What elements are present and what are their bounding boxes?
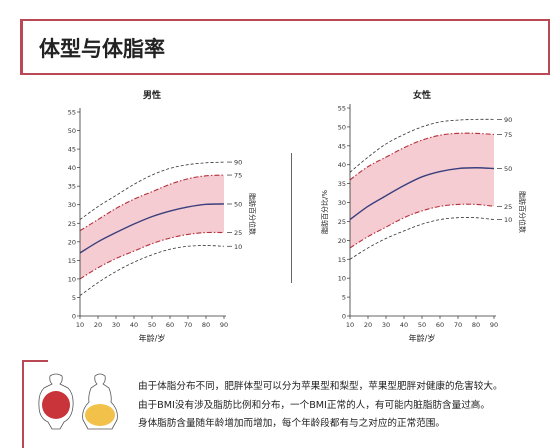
y-tick-label: 30 (68, 201, 76, 209)
series-line-p75 (79, 174, 225, 232)
y-tick-label: 50 (68, 127, 76, 135)
percentile-tick-label: 25 (234, 229, 242, 237)
x-tick-label: 50 (148, 321, 156, 329)
series-line-p75 (349, 132, 495, 181)
y-tick-label: 50 (338, 123, 346, 131)
x-tick-label: 60 (436, 321, 444, 329)
chart-title: 女性 (413, 89, 431, 101)
percentile-tick-label: 75 (504, 131, 512, 139)
y-tick-label: 15 (338, 256, 346, 264)
percentile-band (80, 175, 224, 279)
apple-body-icon (38, 373, 74, 430)
x-tick-label: 40 (400, 321, 408, 329)
header-box: 体型与体脂率 (20, 19, 550, 75)
x-tick-label: 40 (130, 321, 138, 329)
percentile-tick-label: 50 (504, 165, 512, 173)
chart-title: 男性 (143, 89, 161, 101)
y-tick-label: 40 (68, 164, 76, 172)
x-tick-label: 10 (76, 321, 84, 329)
y-tick-label: 25 (68, 220, 76, 228)
percentile-tick-label: 10 (234, 243, 242, 251)
y-tick-label: 10 (68, 275, 76, 283)
series-line-p90 (349, 118, 495, 173)
y-tick-label: 0 (342, 313, 346, 321)
notes: 由于体脂分布不同，肥胖体型可以分为苹果型和梨型，苹果型肥胖对健康的危害较大。 由… (138, 378, 552, 434)
note-line: 由于体脂分布不同，肥胖体型可以分为苹果型和梨型，苹果型肥胖对健康的危害较大。 (138, 381, 503, 392)
y-tick-label: 0 (72, 313, 76, 321)
percentile-tick-label: 75 (234, 172, 242, 180)
y-tick-label: 5 (342, 294, 346, 302)
x-tick-label: 50 (418, 321, 426, 329)
right-axis-label: 脂肪百分位数 (248, 193, 257, 235)
y-tick-label: 15 (68, 257, 76, 265)
x-tick-label: 80 (472, 321, 480, 329)
right-axis-label: 脂肪百分位数 (518, 191, 527, 233)
y-tick-label: 35 (68, 183, 76, 191)
series-line-p25 (349, 203, 495, 249)
percentile-band (350, 133, 494, 248)
y-tick-label: 55 (338, 105, 346, 113)
y-tick-label: 20 (68, 238, 76, 246)
chart-divider (291, 153, 292, 283)
x-tick-label: 90 (490, 321, 498, 329)
x-tick-label: 30 (382, 321, 390, 329)
notes-bracket (22, 360, 48, 448)
series-line-p10 (349, 217, 495, 260)
series-line-p10 (79, 245, 225, 296)
percentile-tick-label: 50 (234, 200, 242, 208)
y-tick-label: 25 (338, 218, 346, 226)
x-tick-label: 30 (112, 321, 120, 329)
x-tick-label: 20 (94, 321, 102, 329)
x-tick-label: 80 (202, 321, 210, 329)
note-line: 身体脂肪含量随年龄增加而增加，每个年龄段都有与之对应的正常范围。 (138, 418, 445, 429)
x-axis-label: 年龄/岁 (139, 333, 166, 343)
y-tick-label: 5 (72, 294, 76, 302)
y-tick-label: 40 (338, 161, 346, 169)
series-line-p50 (79, 203, 225, 254)
x-tick-label: 70 (454, 321, 462, 329)
percentile-tick-label: 10 (504, 216, 512, 224)
page-title: 体型与体脂率 (39, 37, 165, 61)
x-tick-label: 90 (220, 321, 228, 329)
y-tick-label: 10 (338, 275, 346, 283)
y-tick-label: 45 (338, 142, 346, 150)
x-axis-label: 年龄/岁 (409, 333, 436, 343)
series-line-p50 (349, 167, 495, 221)
y-axis-label: 脂肪百分比/% (320, 190, 329, 234)
chart-male: 男性 0 5 10 15 20 25 30 35 40 45 50 55 10 20 30 40 50 60 70 80… (68, 89, 257, 343)
y-tick-label: 35 (338, 180, 346, 188)
pear-body-icon (82, 373, 118, 430)
x-tick-label: 70 (184, 321, 192, 329)
y-tick-label: 55 (68, 109, 76, 117)
x-tick-label: 20 (364, 321, 372, 329)
percentile-tick-label: 90 (504, 116, 512, 124)
percentile-tick-label: 90 (234, 159, 242, 167)
chart-female: 女性 0 5 10 15 20 25 30 35 40 45 50 55 10 20 30 40 50 60 70 80… (320, 89, 527, 343)
x-tick-label: 10 (346, 321, 354, 329)
y-tick-label: 20 (338, 237, 346, 245)
y-tick-label: 30 (338, 199, 346, 207)
y-tick-label: 45 (68, 146, 76, 154)
note-line: 由于BMI没有涉及脂肪比例和分布，一个BMI正常的人，有可能内脏脂肪含量过高。 (138, 399, 490, 411)
x-tick-label: 60 (166, 321, 174, 329)
series-line-p25 (79, 231, 225, 280)
percentile-tick-label: 25 (504, 203, 512, 211)
series-line-p90 (79, 161, 225, 220)
